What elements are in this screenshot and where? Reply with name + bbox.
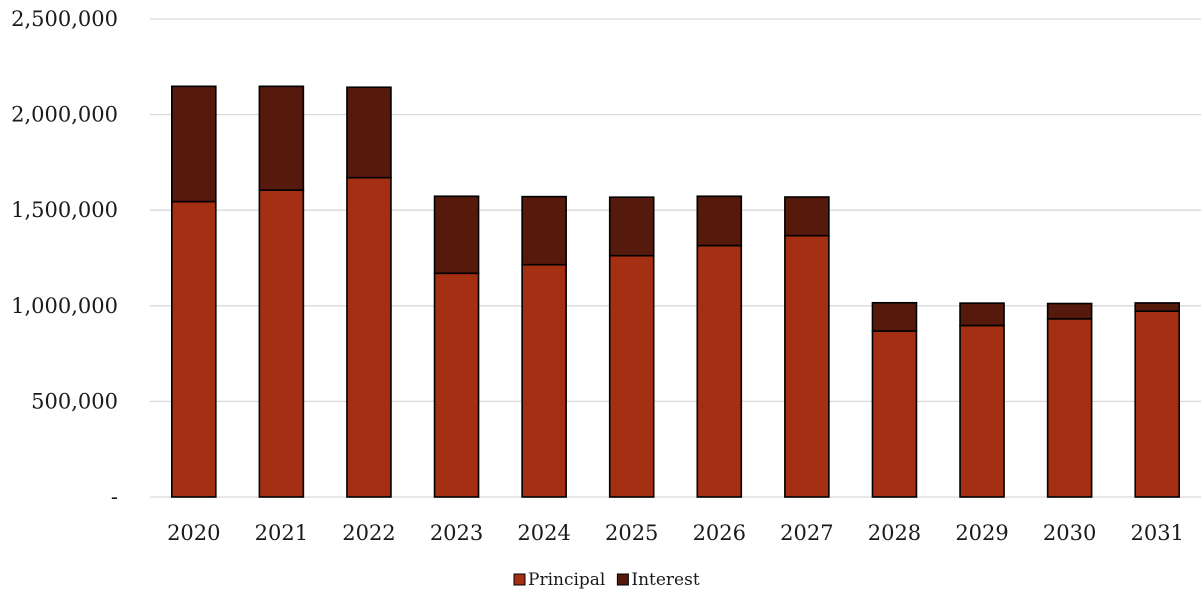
gridlines [150, 18, 1201, 498]
x-axis: 2020 2021 2022 2023 2024 2025 2026 2027 2028 2029… [167, 521, 1184, 545]
x-tick-label: 2022 [342, 521, 395, 545]
bar-interest-2023 [433, 195, 480, 275]
y-tick-label: - [111, 485, 118, 509]
bar-interest-2021 [258, 85, 305, 191]
x-tick-label: 2021 [255, 521, 308, 545]
legend: Principal Interest [513, 570, 700, 590]
bar-principal-2031 [1134, 310, 1181, 498]
bar-interest-2031 [1134, 302, 1181, 312]
bar-principal-2029 [959, 324, 1005, 498]
x-tick-label: 2027 [780, 521, 833, 545]
legend-label-interest: Interest [631, 570, 699, 590]
legend-swatch-interest [616, 573, 629, 586]
bars [170, 85, 1181, 498]
x-tick-label: 2020 [167, 521, 220, 545]
bar-interest-2027 [784, 196, 830, 237]
legend-label-principal: Principal [528, 570, 605, 590]
y-tick-label: 2,500,000 [11, 7, 118, 31]
x-tick-label: 2026 [693, 521, 746, 545]
bar-interest-2029 [959, 302, 1005, 327]
y-tick-label: 2,000,000 [11, 103, 118, 127]
y-axis: - 500,000 1,000,000 1,500,000 2,000,000 2,500… [11, 7, 118, 509]
bar-interest-2024 [521, 195, 567, 266]
x-tick-label: 2024 [517, 521, 570, 545]
bar-principal-2023 [433, 272, 480, 498]
bar-principal-2030 [1046, 318, 1093, 498]
x-tick-label: 2028 [868, 521, 921, 545]
bar-interest-2020 [170, 85, 217, 203]
bar-principal-2022 [346, 176, 392, 498]
bar-principal-2027 [784, 234, 830, 498]
legend-swatch-principal [513, 573, 526, 586]
y-tick-label: 1,000,000 [11, 294, 118, 318]
bar-interest-2030 [1046, 302, 1093, 320]
bar-principal-2025 [608, 254, 655, 498]
bar-principal-2028 [871, 330, 918, 498]
bar-interest-2026 [696, 195, 743, 247]
x-tick-label: 2031 [1130, 521, 1183, 545]
x-tick-label: 2023 [430, 521, 483, 545]
y-tick-label: 500,000 [31, 389, 118, 413]
x-tick-label: 2029 [955, 521, 1008, 545]
bar-interest-2028 [871, 301, 918, 332]
bar-interest-2025 [608, 196, 655, 257]
bar-principal-2024 [521, 263, 567, 498]
bar-principal-2026 [696, 244, 743, 498]
bar-interest-2022 [346, 86, 392, 179]
bar-principal-2020 [170, 200, 217, 498]
bar-principal-2021 [258, 189, 305, 498]
y-tick-label: 1,500,000 [11, 198, 118, 222]
x-tick-label: 2030 [1043, 521, 1096, 545]
x-tick-label: 2025 [605, 521, 658, 545]
